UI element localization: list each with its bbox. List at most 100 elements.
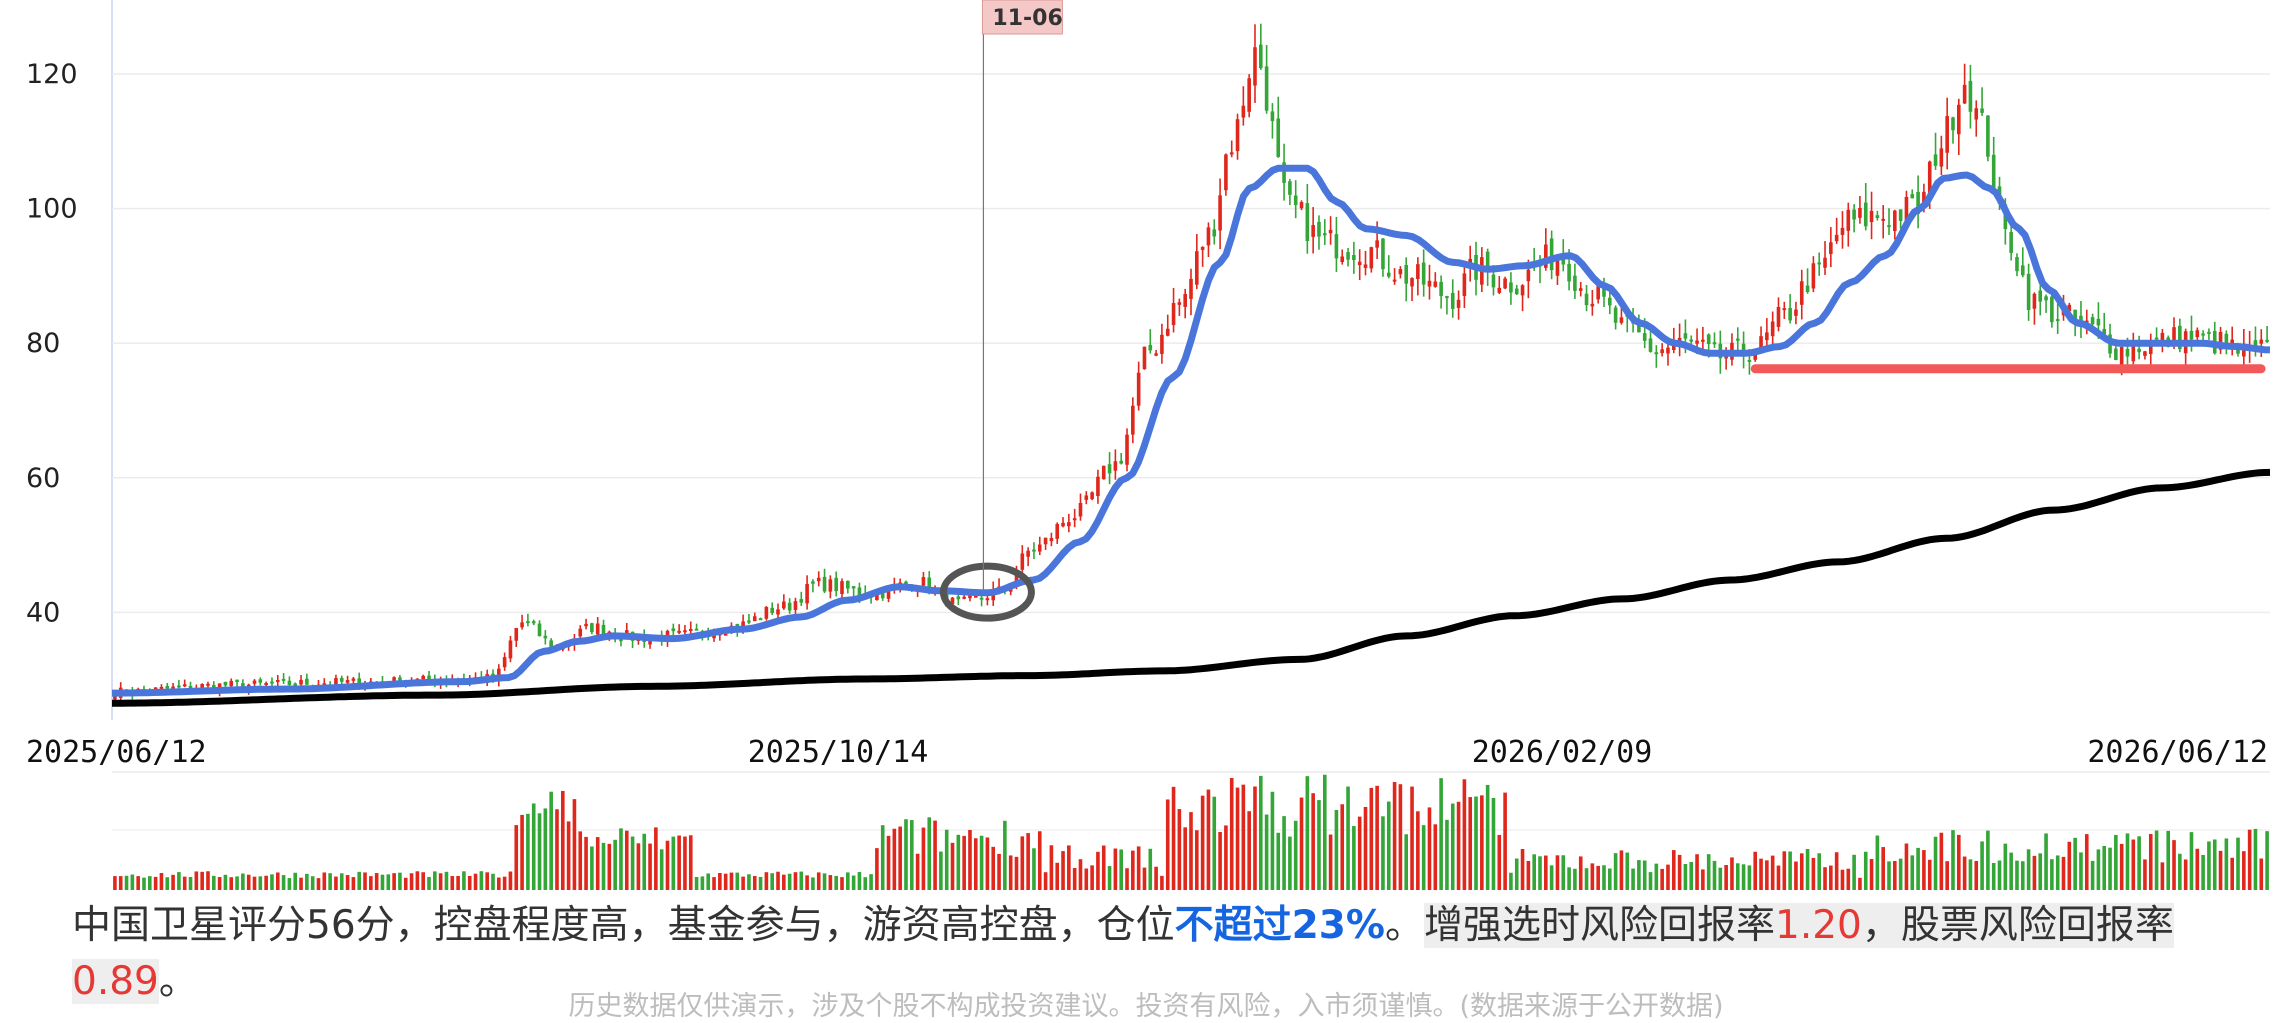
ratio-value: 1.20 [1775, 903, 1862, 948]
candle [671, 623, 676, 637]
volume-bar [688, 835, 693, 890]
candle-body [1829, 242, 1833, 255]
candle-body [1927, 161, 1932, 194]
ma-short-line [112, 164, 2271, 697]
candle [1381, 237, 1385, 277]
candle [1055, 522, 1060, 544]
volume-bar [1823, 867, 1827, 890]
candle-body [1136, 372, 1141, 406]
candle [1991, 136, 1996, 194]
candle-body [171, 686, 175, 689]
candle [1363, 250, 1368, 276]
volume-bar [1067, 845, 1071, 890]
candle [270, 677, 274, 687]
candle [1840, 211, 1845, 249]
volume-bar [2247, 829, 2252, 890]
volume-bar [2253, 828, 2258, 890]
candle-body [799, 599, 804, 603]
volume-bar [2137, 836, 2141, 890]
candle-body [1311, 225, 1315, 237]
volume-bar [456, 875, 460, 890]
volume-bar [252, 876, 257, 890]
candle-body [973, 595, 978, 598]
volume-bar [1893, 861, 1897, 890]
candle [1590, 290, 1595, 316]
candle [1416, 257, 1420, 296]
candle [2178, 318, 2182, 353]
candle-body [1747, 359, 1752, 362]
candle-body [834, 577, 838, 592]
candle-body [1834, 234, 1839, 242]
candle [590, 622, 594, 635]
volume-bar [1619, 850, 1624, 890]
candle-body [968, 595, 972, 599]
volume-bar [857, 872, 862, 890]
volume-bar [654, 827, 658, 890]
volume-bar [782, 874, 786, 890]
candle-body [1660, 349, 1664, 354]
volume-bar [2212, 839, 2217, 890]
candle-body [2172, 327, 2176, 347]
volume-bar [840, 877, 844, 890]
volume-bar [950, 842, 955, 890]
candle [1701, 326, 1705, 352]
volume-bar [1328, 834, 1333, 890]
candle [520, 614, 524, 630]
volume-bar [223, 874, 228, 890]
candle-body [1514, 288, 1519, 295]
volume-bar [648, 843, 652, 890]
volume-bar [735, 872, 740, 890]
candle [299, 674, 303, 688]
candle [758, 617, 763, 621]
volume-bar [1160, 875, 1164, 890]
volume-bar [787, 873, 792, 890]
volume-bar [915, 853, 920, 890]
candle-body [223, 681, 228, 686]
volume-bar [1991, 862, 1996, 890]
volume-bar [2154, 830, 2159, 890]
volume-bar [299, 877, 303, 890]
candle-body [1317, 221, 1321, 237]
candle [1229, 140, 1234, 158]
volume-bar [526, 813, 530, 890]
candle [2195, 327, 2200, 341]
candle-body [782, 601, 786, 609]
y-tick-label: 80 [26, 328, 60, 359]
volume-bar [1032, 848, 1036, 890]
candle [531, 619, 536, 626]
candle [1613, 305, 1618, 330]
candle-body [671, 628, 676, 632]
candle [287, 676, 292, 687]
candle-body [1689, 339, 1694, 342]
candle-body [165, 686, 170, 689]
volume-bar [1299, 797, 1304, 890]
candle-body [1567, 263, 1571, 282]
candle-body [828, 579, 833, 592]
volume-bar [1055, 862, 1060, 890]
volume-bar [1730, 857, 1734, 890]
volume-bar [549, 791, 553, 890]
candle [2032, 292, 2037, 325]
volume-bar [677, 835, 681, 890]
candle-body [811, 581, 815, 584]
volume-bar [1043, 872, 1048, 890]
candle [1509, 272, 1513, 305]
candle-body [2096, 318, 2101, 326]
volume-bar [1776, 865, 1781, 890]
candle-body [287, 680, 292, 685]
volume-bar [1235, 787, 1240, 890]
volume-bar [2026, 849, 2031, 890]
volume-bar [1445, 819, 1449, 890]
volume-bar [2125, 833, 2130, 890]
volume-bar [1898, 858, 1903, 890]
volume-bar [1189, 812, 1193, 890]
candle [793, 597, 798, 615]
candle [694, 623, 699, 631]
candle-body [1328, 229, 1333, 234]
crosshair: 11-06 [981, 0, 1063, 593]
volume-bar [2148, 834, 2153, 890]
volume-bar [1317, 800, 1321, 890]
volume-bar [590, 846, 594, 890]
candle-body [1951, 117, 1955, 131]
candle-body [770, 607, 774, 614]
